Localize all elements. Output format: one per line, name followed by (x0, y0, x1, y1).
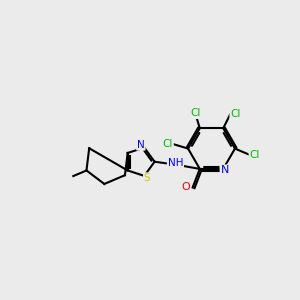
Text: O: O (181, 182, 190, 193)
Text: Cl: Cl (190, 108, 200, 118)
Text: NH: NH (168, 158, 183, 168)
Text: Cl: Cl (230, 109, 241, 119)
Text: Cl: Cl (163, 139, 173, 149)
Text: N: N (137, 140, 145, 150)
Text: S: S (144, 173, 151, 183)
Text: N: N (220, 165, 229, 175)
Text: Cl: Cl (249, 150, 260, 160)
